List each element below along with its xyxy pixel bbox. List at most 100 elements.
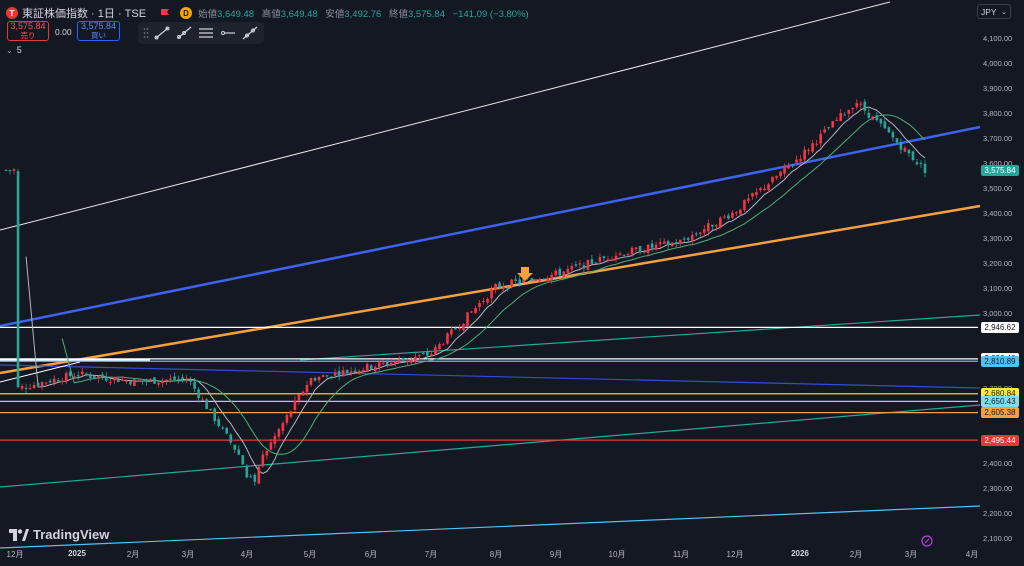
price-tick-label: 3,600.00	[983, 159, 1013, 168]
candle-body	[373, 366, 377, 371]
candle-body	[626, 253, 630, 256]
candle-body	[807, 150, 810, 152]
candle-body	[84, 373, 88, 375]
time-tick-label: 2025	[68, 549, 86, 558]
candle-body	[899, 142, 903, 150]
trend-line-icon[interactable]	[151, 23, 173, 43]
candle-body	[121, 379, 124, 381]
candle-body	[698, 232, 702, 234]
parallel-channel-icon[interactable]	[195, 23, 217, 43]
price-tick-label: 3,900.00	[983, 84, 1013, 93]
flag-icon[interactable]	[160, 8, 170, 18]
time-tick-label: 3月	[181, 550, 195, 559]
symbol-logo-icon[interactable]: T	[6, 7, 18, 19]
candle-body	[462, 323, 465, 331]
arrow-down-icon	[517, 267, 533, 281]
candle-body	[414, 356, 417, 362]
trend-lines[interactable]	[0, 1, 981, 549]
candle-body	[923, 163, 927, 174]
candle-body	[353, 370, 357, 373]
candle-body	[610, 259, 614, 261]
data-badge[interactable]: D	[180, 7, 193, 19]
candle-body	[201, 399, 204, 401]
replay-icon[interactable]	[921, 535, 933, 547]
candle-body	[819, 133, 822, 144]
time-tick-label: 11月	[672, 550, 690, 559]
candle-body	[654, 244, 658, 250]
chevron-down-icon: ⌄	[1001, 8, 1007, 16]
candle-body	[578, 263, 582, 265]
candle-body	[181, 377, 184, 379]
currency-selector[interactable]: JPY ⌄	[977, 4, 1011, 19]
candle-body	[325, 375, 329, 377]
candle-body	[702, 229, 706, 233]
candle-body	[56, 379, 60, 382]
candle-body	[357, 370, 361, 375]
time-tick-label: 2月	[849, 550, 863, 559]
candle-body	[847, 109, 851, 114]
price-level-label: 3,575.84	[981, 164, 1019, 176]
horizontal-lines[interactable]	[0, 326, 978, 441]
candle-body	[137, 380, 140, 382]
candle-body	[430, 354, 433, 357]
tradingview-logo[interactable]: TradingView	[9, 527, 109, 542]
candle-body	[474, 307, 477, 314]
symbol-title[interactable]: 東証株価指数 · 1日 · TSE	[22, 8, 147, 20]
price-tick-label: 4,000.00	[983, 59, 1013, 68]
price-tick-label: 3,400.00	[983, 209, 1013, 218]
candle-body	[911, 151, 915, 161]
candle-body	[915, 162, 919, 165]
moving-averages	[25, 106, 926, 474]
ohlc-readout: 始値3,649.48 高値3,649.48 安値3,492.76 終値3,575…	[198, 9, 529, 20]
candle-body	[157, 382, 160, 385]
grip-icon[interactable]	[141, 25, 151, 41]
candle-body	[803, 149, 806, 160]
time-tick-label: 4月	[240, 550, 254, 559]
price-level-label: 2,495.44	[981, 434, 1019, 446]
candle-body	[393, 361, 397, 364]
candle-body	[105, 376, 108, 381]
candle-body	[558, 268, 562, 276]
candle-body	[422, 352, 425, 354]
indicator-count: 5	[16, 45, 22, 55]
candle-body	[185, 379, 188, 381]
candle-body	[209, 408, 212, 410]
candle-body	[438, 344, 441, 350]
candle-body	[751, 193, 754, 197]
candle-body	[771, 176, 774, 183]
time-tick-label: 2月	[126, 550, 140, 559]
candle-body	[570, 266, 574, 270]
candle-body	[377, 362, 381, 368]
candle-body	[161, 380, 164, 384]
candle-body	[851, 108, 855, 110]
ray-icon[interactable]	[173, 23, 195, 43]
candle-body	[719, 217, 722, 228]
candle-body	[289, 411, 293, 417]
buy-button[interactable]: 3,575.84 買い	[77, 21, 120, 41]
candle-body	[76, 375, 80, 377]
sell-button[interactable]: 3,575.84 売り	[7, 21, 49, 41]
indicator-toggle[interactable]: ⌄ 5	[6, 45, 22, 55]
candle-body	[40, 382, 44, 387]
candle-body	[498, 282, 501, 288]
candle-body	[634, 247, 638, 249]
candle-body	[149, 379, 152, 381]
candle-body	[434, 347, 437, 354]
candle-body	[739, 209, 742, 215]
candle-body	[618, 253, 622, 255]
candle-body	[731, 212, 734, 218]
candle-body	[48, 380, 52, 383]
horizontal-ray-icon[interactable]	[217, 23, 239, 43]
candle-body	[735, 212, 738, 214]
candle-body	[385, 361, 389, 365]
candle-body	[694, 233, 698, 235]
extended-line-icon[interactable]	[239, 23, 261, 43]
candle-body	[8, 170, 12, 172]
candle-body	[361, 369, 365, 371]
candle-body	[919, 162, 923, 164]
candle-body	[755, 192, 758, 196]
candle-body	[321, 375, 325, 378]
candle-body	[775, 176, 778, 178]
candle-body	[767, 184, 770, 191]
